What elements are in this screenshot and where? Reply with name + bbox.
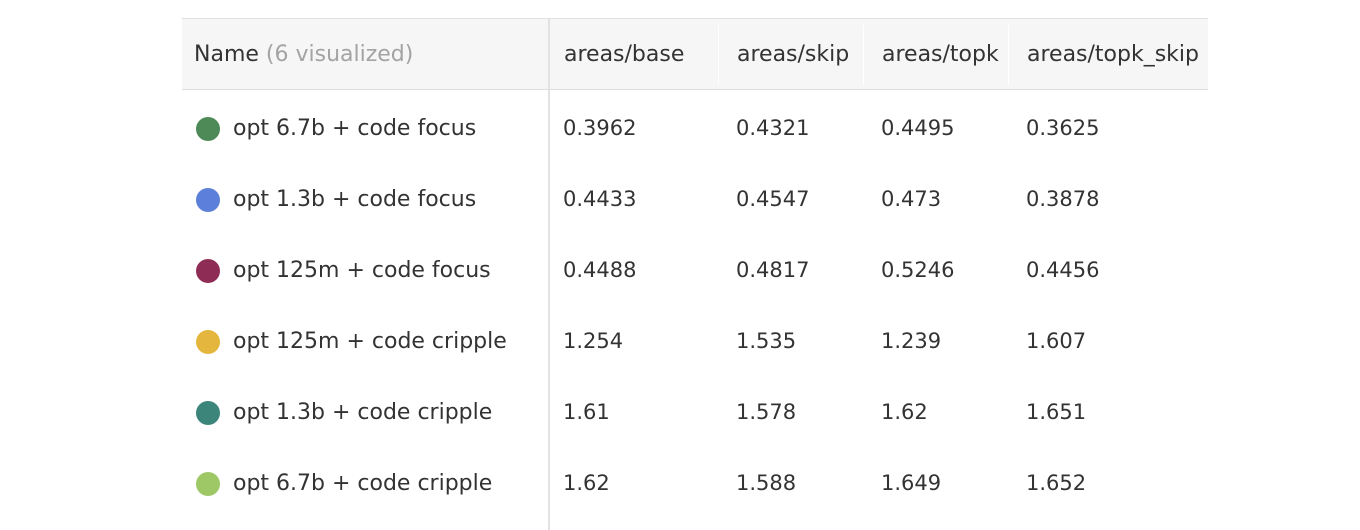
run-name: opt 125m + code focus — [233, 258, 491, 283]
value-areas-base: 0.3962 — [563, 116, 637, 140]
run-color-dot[interactable] — [196, 330, 220, 354]
value-areas-skip: 1.535 — [736, 329, 797, 353]
name-column-divider[interactable] — [548, 18, 550, 530]
table-row[interactable]: opt 1.3b + code cripple 1.61 1.578 1.62 … — [182, 377, 1208, 448]
run-color-dot[interactable] — [196, 117, 220, 141]
value-areas-topk: 1.239 — [881, 329, 942, 353]
value-areas-topk: 0.5246 — [881, 258, 955, 282]
runs-table: Name (6 visualized) areas/base areas/ski… — [182, 18, 1208, 530]
column-header-areas-skip[interactable]: areas/skip — [737, 42, 850, 67]
run-name: opt 6.7b + code cripple — [233, 471, 493, 496]
value-areas-base: 0.4488 — [563, 258, 637, 282]
value-areas-skip: 1.578 — [736, 400, 797, 424]
value-areas-topk: 1.62 — [881, 400, 928, 424]
value-areas-skip: 0.4547 — [736, 187, 810, 211]
table-row[interactable]: opt 125m + code focus 0.4488 0.4817 0.52… — [182, 235, 1208, 306]
value-areas-skip: 0.4817 — [736, 258, 810, 282]
value-areas-topk-skip: 0.3625 — [1026, 116, 1100, 140]
table-row[interactable]: opt 1.3b + code focus 0.4433 0.4547 0.47… — [182, 164, 1208, 235]
header-separator — [1008, 25, 1009, 85]
run-name: opt 6.7b + code focus — [233, 116, 477, 141]
header-separator — [718, 25, 719, 85]
run-name: opt 125m + code cripple — [233, 329, 507, 354]
value-areas-base: 1.62 — [563, 471, 610, 495]
column-header-areas-topk-skip[interactable]: areas/topk_skip — [1027, 42, 1200, 67]
value-areas-base: 1.61 — [563, 400, 610, 424]
value-areas-topk: 0.4495 — [881, 116, 955, 140]
run-color-dot[interactable] — [196, 259, 220, 283]
value-areas-topk: 0.473 — [881, 187, 942, 211]
value-areas-base: 0.4433 — [563, 187, 637, 211]
value-areas-skip: 1.588 — [736, 471, 797, 495]
value-areas-topk-skip: 0.4456 — [1026, 258, 1100, 282]
value-areas-topk-skip: 0.3878 — [1026, 187, 1100, 211]
table-header: Name (6 visualized) areas/base areas/ski… — [182, 18, 1208, 90]
value-areas-topk-skip: 1.607 — [1026, 329, 1087, 353]
run-name: opt 1.3b + code focus — [233, 187, 477, 212]
value-areas-topk: 1.649 — [881, 471, 942, 495]
column-header-areas-topk[interactable]: areas/topk — [882, 42, 999, 67]
value-areas-topk-skip: 1.652 — [1026, 471, 1087, 495]
table-row[interactable]: opt 6.7b + code focus 0.3962 0.4321 0.44… — [182, 93, 1208, 164]
run-color-dot[interactable] — [196, 472, 220, 496]
table-row[interactable]: opt 125m + code cripple 1.254 1.535 1.23… — [182, 306, 1208, 377]
run-color-dot[interactable] — [196, 188, 220, 212]
value-areas-topk-skip: 1.651 — [1026, 400, 1087, 424]
name-header-label: Name — [194, 42, 259, 67]
table-row[interactable]: opt 6.7b + code cripple 1.62 1.588 1.649… — [182, 448, 1208, 519]
header-separator — [863, 25, 864, 85]
name-column-header[interactable]: Name (6 visualized) — [194, 19, 413, 91]
run-name: opt 1.3b + code cripple — [233, 400, 493, 425]
value-areas-base: 1.254 — [563, 329, 624, 353]
value-areas-skip: 0.4321 — [736, 116, 810, 140]
visualized-count: (6 visualized) — [265, 42, 414, 67]
run-color-dot[interactable] — [196, 401, 220, 425]
column-header-areas-base[interactable]: areas/base — [564, 42, 685, 67]
